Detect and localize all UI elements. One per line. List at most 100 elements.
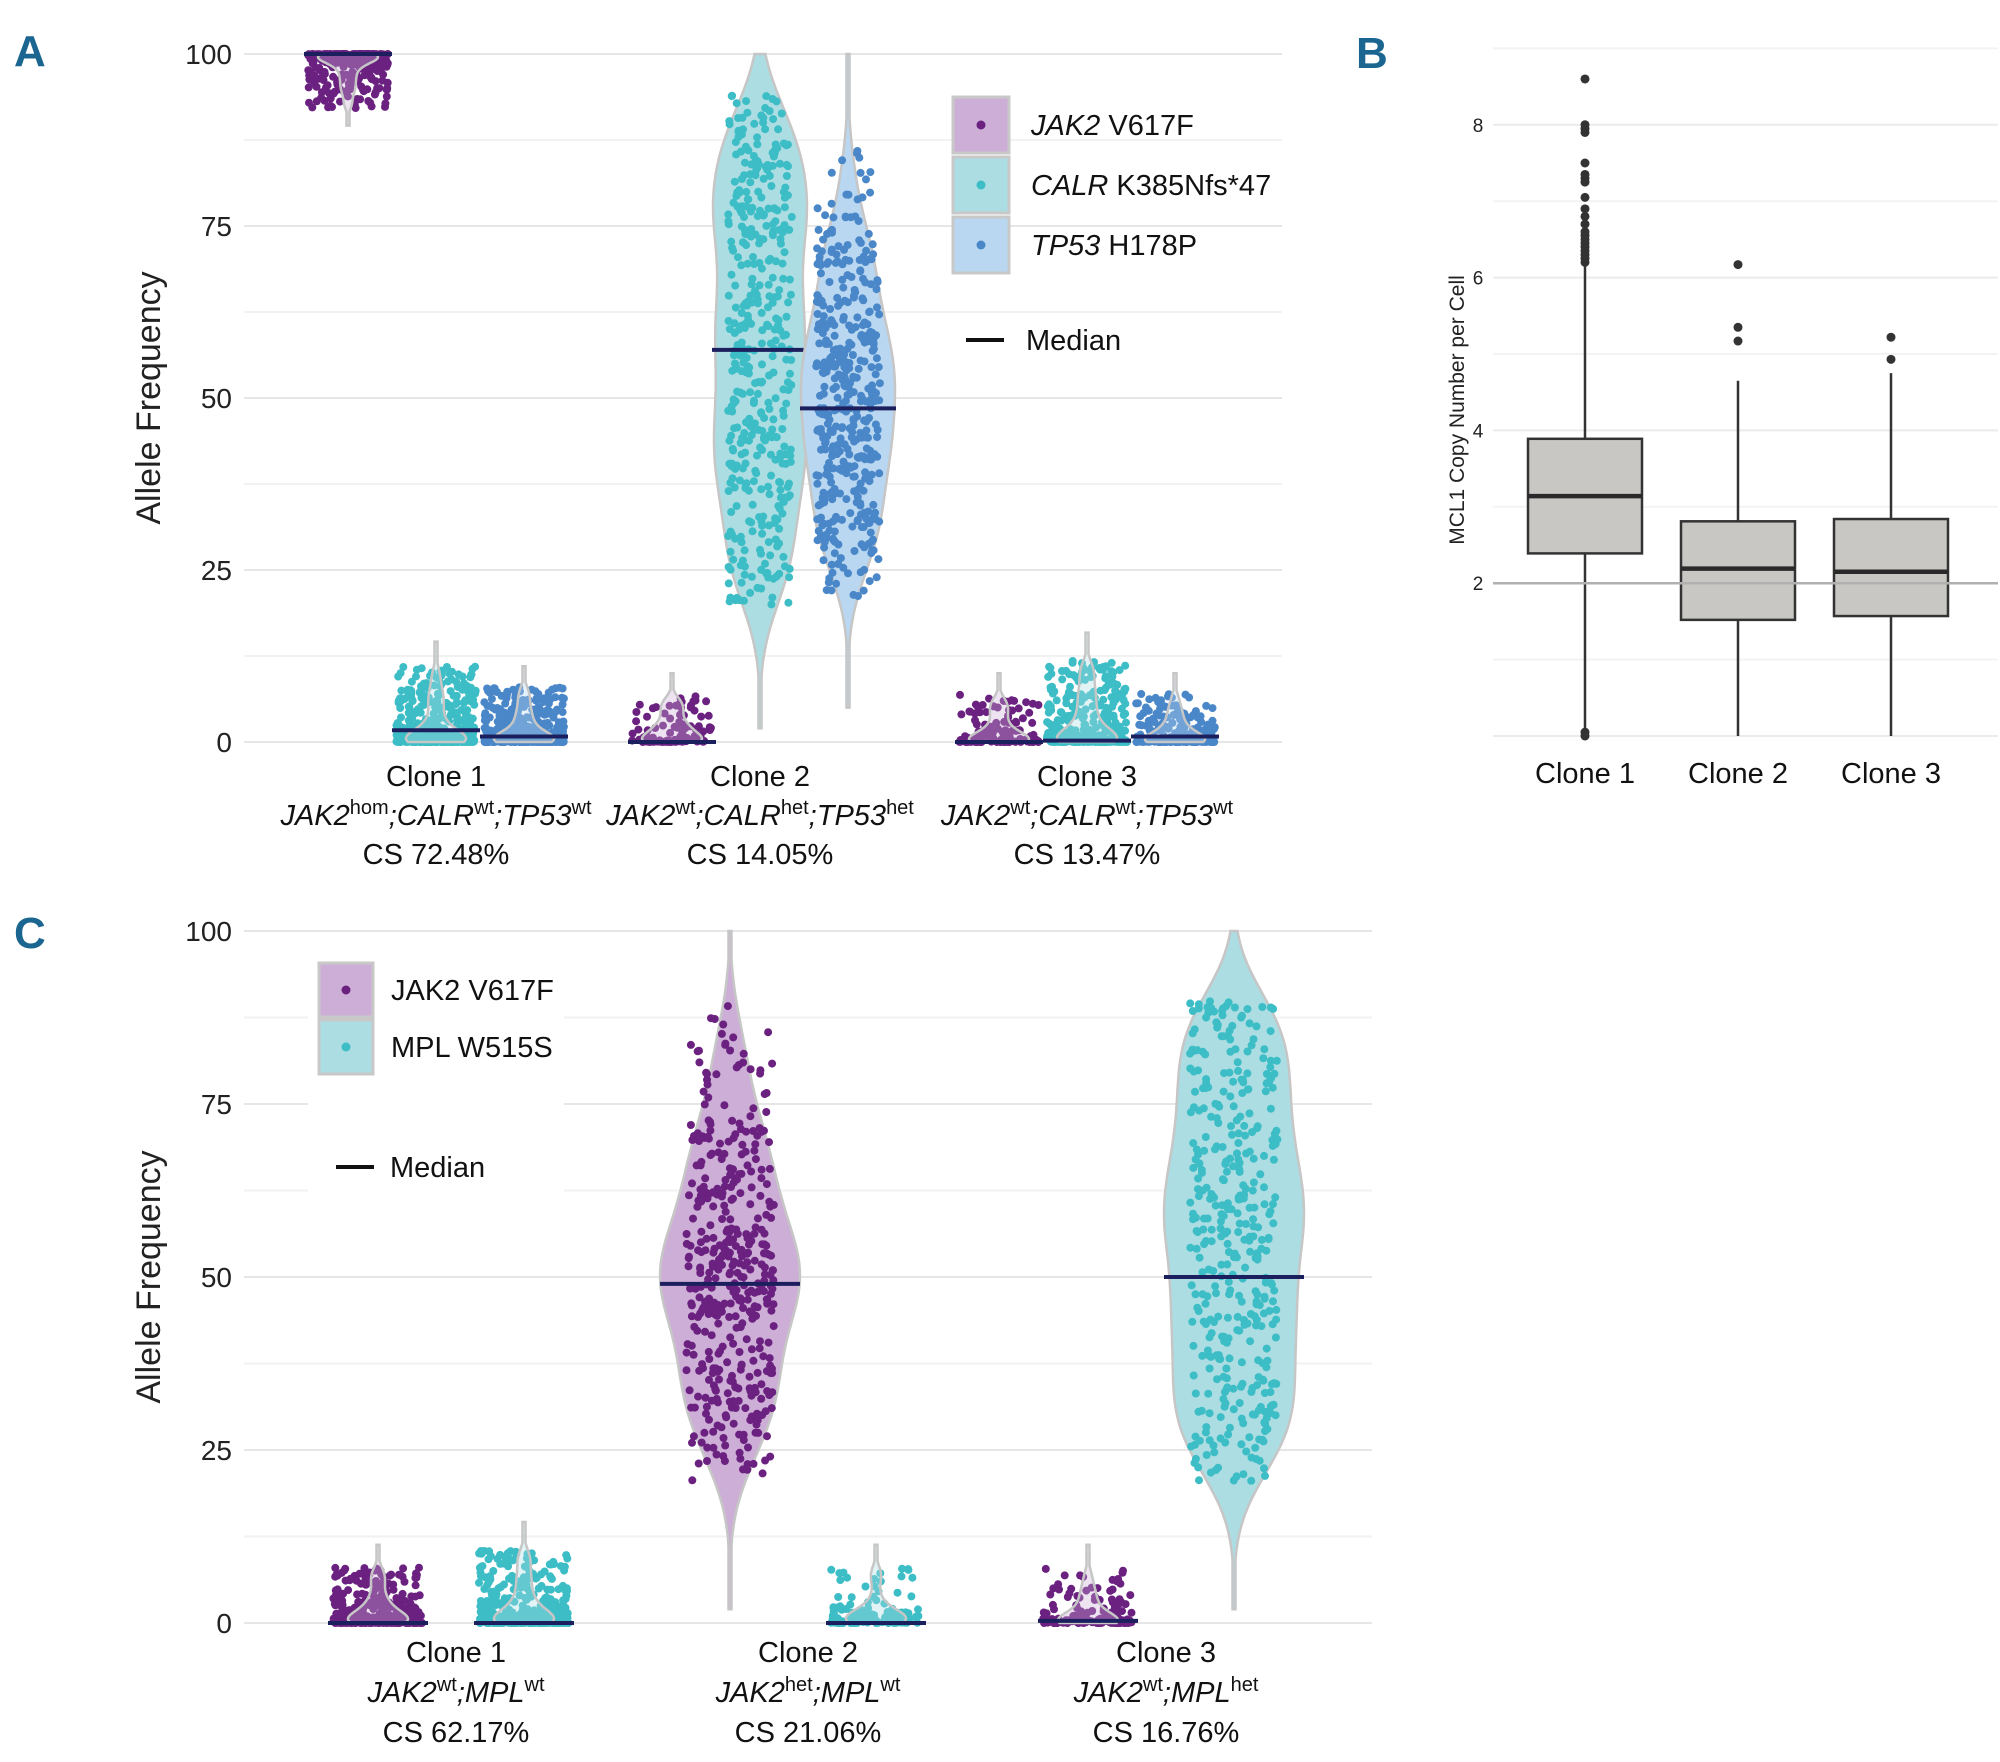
data-point [1212, 1289, 1220, 1298]
data-point [454, 670, 463, 679]
data-point [1271, 1193, 1280, 1202]
data-point [756, 1066, 765, 1075]
y-tick-label: 4 [1473, 421, 1484, 442]
data-point [702, 1068, 711, 1077]
data-point [757, 565, 766, 574]
data-point [1222, 1167, 1231, 1176]
data-point [735, 1348, 744, 1356]
data-point [737, 261, 746, 270]
genotype-state: het [1231, 1674, 1259, 1696]
data-point [1220, 1402, 1229, 1411]
outlier-point [1733, 322, 1743, 332]
legend-item-median: Median [966, 325, 1121, 357]
data-point [873, 303, 881, 312]
data-point [719, 1020, 728, 1029]
data-point [1127, 1608, 1136, 1617]
data-point [857, 332, 866, 341]
data-point [1229, 1077, 1238, 1086]
legend-point-marker [341, 1042, 351, 1052]
data-point [1144, 706, 1153, 715]
data-point [491, 1601, 500, 1610]
data-point [1205, 1364, 1214, 1373]
data-point [782, 312, 791, 321]
data-point [861, 1582, 870, 1591]
data-point [706, 1151, 715, 1160]
data-point [1254, 1406, 1263, 1415]
data-point [431, 702, 440, 711]
violin-group-mpl [1162, 929, 1306, 1611]
data-point [1235, 1219, 1244, 1228]
data-point [766, 339, 775, 348]
data-point [1267, 1280, 1276, 1289]
data-point [1192, 1244, 1201, 1253]
data-point [749, 1459, 758, 1468]
genotype-gene: CALR [704, 800, 781, 832]
y-tick-label: 75 [201, 211, 232, 242]
data-point [855, 153, 864, 162]
data-point [741, 435, 750, 444]
data-point [678, 728, 687, 737]
data-point [1269, 1219, 1278, 1228]
data-point [1189, 1371, 1198, 1380]
data-point [1025, 708, 1034, 717]
data-point [1204, 1265, 1213, 1274]
data-point [817, 445, 825, 454]
data-point [854, 364, 863, 373]
data-point [1246, 1247, 1255, 1256]
data-point [746, 388, 755, 397]
data-point [1240, 1121, 1249, 1130]
data-point [486, 1552, 495, 1561]
data-point [1224, 998, 1233, 1007]
data-point [733, 1268, 742, 1277]
genotype-state: wt [1009, 797, 1030, 819]
data-point [720, 1101, 729, 1110]
data-point [836, 1576, 845, 1585]
data-point [726, 1215, 735, 1224]
violin-group-jak2 [955, 671, 1043, 746]
data-point [666, 714, 675, 723]
data-point [1068, 658, 1077, 667]
data-point [762, 92, 771, 101]
data-point [1245, 1433, 1254, 1442]
legend-gene: JAK2 [1030, 110, 1100, 142]
data-point [734, 253, 742, 262]
data-point [452, 708, 461, 717]
data-point [848, 522, 857, 531]
panel-label: A [14, 27, 46, 76]
data-point [736, 1125, 745, 1134]
data-point [1113, 1577, 1121, 1586]
data-point [452, 691, 461, 700]
data-point [839, 315, 848, 324]
data-point [1253, 1122, 1262, 1131]
genotype-state: wt [436, 1674, 457, 1696]
data-point [1210, 738, 1219, 746]
data-point [850, 373, 859, 382]
data-point [1099, 665, 1107, 674]
data-point [777, 109, 786, 118]
data-point [477, 1549, 486, 1558]
data-point [1211, 1145, 1219, 1154]
data-point [424, 730, 433, 739]
data-point [503, 690, 511, 699]
violin-group-calr [1043, 631, 1131, 746]
data-point [824, 339, 833, 348]
data-point [1106, 1586, 1115, 1595]
clone-cs: CS 13.47% [1014, 839, 1161, 871]
data-point [1246, 1337, 1255, 1346]
data-point [817, 296, 826, 305]
data-point [1223, 1239, 1232, 1248]
data-point [731, 281, 740, 290]
data-point [744, 1443, 752, 1452]
data-point [705, 1355, 714, 1363]
data-point [757, 485, 766, 494]
data-point [867, 363, 876, 372]
data-point [766, 551, 775, 560]
data-point [699, 1182, 708, 1191]
data-point [1210, 1448, 1219, 1457]
data-point [509, 685, 517, 694]
data-point [856, 168, 865, 177]
data-point [445, 669, 454, 678]
data-point [1245, 1147, 1254, 1156]
data-point [771, 394, 780, 403]
data-point [719, 1434, 728, 1442]
